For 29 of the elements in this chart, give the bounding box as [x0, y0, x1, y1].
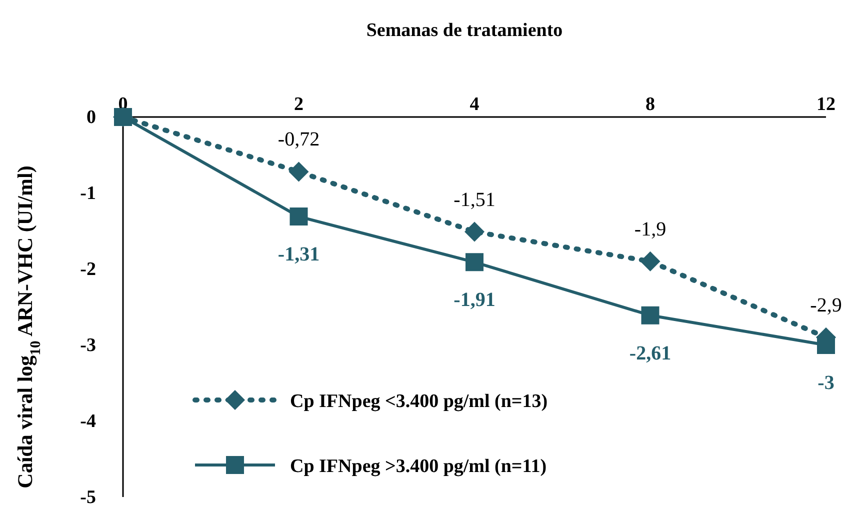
- data-label: -0,72: [278, 128, 320, 151]
- x-axis-title: Semanas de tratamiento: [366, 20, 563, 41]
- data-label: -3: [818, 372, 834, 394]
- x-tick-label: 8: [646, 94, 655, 115]
- point: [817, 336, 835, 354]
- legend-label: Cp IFNpeg >3.400 pg/ml (n=11): [290, 456, 547, 477]
- data-label: -1,9: [634, 218, 666, 240]
- x-tick-label: 12: [816, 94, 836, 115]
- y-tick-label: -4: [80, 411, 96, 432]
- y-tick-label: -2: [80, 259, 96, 280]
- legend-label: Cp IFNpeg <3.400 pg/ml (n=13): [290, 391, 548, 412]
- data-label: -1,91: [454, 289, 496, 312]
- point: [640, 251, 660, 272]
- y-tick-label: -5: [80, 487, 96, 508]
- x-tick-label: 4: [470, 94, 480, 115]
- point: [290, 208, 308, 226]
- y-tick-label: -1: [80, 183, 96, 204]
- y-tick-label: -3: [80, 335, 96, 356]
- point: [464, 222, 484, 242]
- point: [466, 253, 484, 272]
- point: [288, 162, 309, 182]
- y-tick-label: 0: [86, 107, 96, 128]
- x-tick-label: 2: [294, 94, 304, 115]
- point: [641, 306, 660, 324]
- point: [114, 108, 132, 126]
- data-label: -2,61: [629, 342, 672, 364]
- data-label: -2,9: [810, 294, 842, 316]
- data-label: -1,31: [278, 244, 320, 266]
- data-label: -1,51: [454, 188, 496, 211]
